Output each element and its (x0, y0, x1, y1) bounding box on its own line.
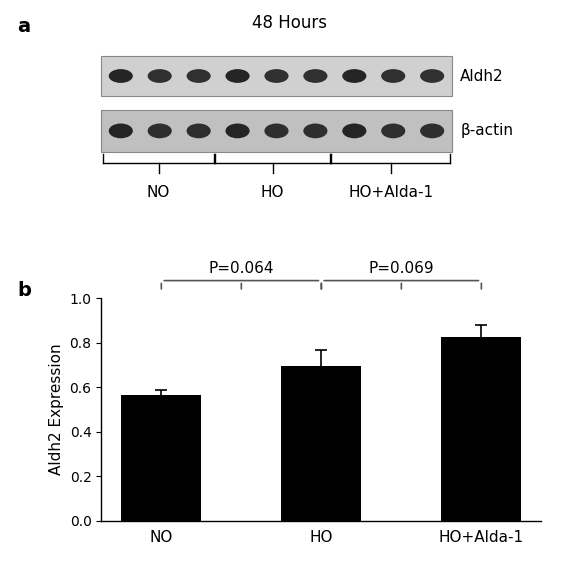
Text: a: a (17, 17, 31, 36)
Bar (281, 366, 361, 521)
Bar (441, 337, 521, 521)
Text: β-actin: β-actin (460, 123, 514, 138)
Text: Aldh2: Aldh2 (460, 69, 504, 83)
Bar (122, 395, 201, 521)
Text: P=0.069: P=0.069 (369, 261, 434, 276)
Text: P=0.064: P=0.064 (208, 261, 274, 276)
Text: HO+Alda-1: HO+Alda-1 (348, 185, 434, 200)
Text: b: b (17, 282, 31, 301)
Text: 48 Hours: 48 Hours (252, 14, 327, 32)
Text: HO: HO (261, 185, 284, 200)
Y-axis label: Aldh2 Expression: Aldh2 Expression (49, 344, 64, 475)
Text: NO: NO (147, 185, 170, 200)
